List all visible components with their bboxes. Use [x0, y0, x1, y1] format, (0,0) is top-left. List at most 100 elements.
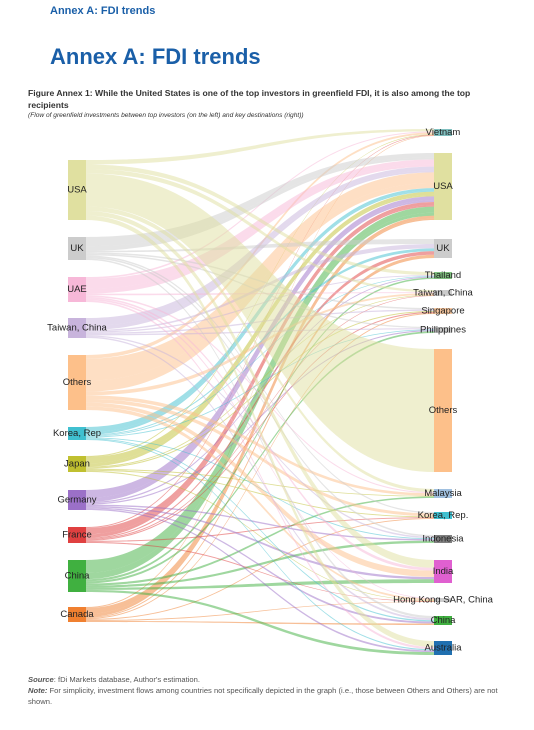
- source: Source: fDi Markets database, Author's e…: [28, 674, 508, 685]
- source-text: : fDi Markets database, Author's estimat…: [53, 675, 200, 684]
- target-label: Hong Kong SAR, China: [393, 595, 494, 606]
- flow: [86, 164, 434, 294]
- source-label: Japan: [64, 459, 90, 470]
- target-node: [434, 489, 452, 498]
- flow: [86, 469, 434, 518]
- target-label: UK: [436, 243, 450, 254]
- flow: [86, 258, 434, 619]
- target-label: China: [431, 615, 457, 626]
- flow: [86, 508, 434, 653]
- flow: [86, 541, 434, 602]
- flow: [86, 330, 434, 505]
- flow: [86, 215, 434, 615]
- source-node: [68, 237, 86, 260]
- source-node: [68, 355, 86, 410]
- target-node: [434, 272, 452, 279]
- source-label: UAE: [67, 284, 87, 295]
- target-label: India: [433, 566, 454, 577]
- source-node: [68, 456, 86, 472]
- source-label: Germany: [57, 495, 96, 506]
- flow: [86, 202, 434, 535]
- flow: [86, 294, 434, 468]
- flow: [86, 504, 434, 541]
- flow: [86, 311, 434, 541]
- flow: [86, 164, 434, 276]
- target-node: [434, 129, 452, 136]
- title: Annex A: FDI trends: [50, 44, 261, 69]
- target-label: Korea, Rep.: [418, 510, 469, 521]
- figure-subtitle: (Flow of greenfield investments between …: [28, 112, 304, 119]
- flow: [86, 205, 434, 538]
- flow: [86, 170, 434, 330]
- figure-caption: Figure Annex 1: While the United States …: [28, 88, 471, 110]
- flow: [86, 406, 434, 601]
- flow: [86, 540, 434, 588]
- target-label: Australia: [425, 643, 463, 654]
- target-node: [434, 327, 452, 333]
- flow: [86, 239, 434, 253]
- flow: [86, 329, 434, 438]
- flow: [86, 313, 434, 619]
- source-label: Source: [28, 675, 54, 684]
- target-label: Singapore: [421, 306, 464, 317]
- flow: [86, 196, 434, 498]
- flow: [86, 255, 434, 514]
- flow: [86, 335, 434, 539]
- flow: [86, 395, 434, 496]
- source-label: Taiwan, China: [47, 323, 107, 334]
- note-label: Note:: [28, 686, 48, 695]
- target-node: [434, 512, 452, 519]
- flow: [86, 153, 434, 247]
- target-node: [434, 598, 452, 602]
- flow: [86, 518, 434, 620]
- flow: [86, 248, 434, 436]
- flow: [86, 601, 434, 621]
- source-node: [68, 490, 86, 510]
- target-node: [434, 153, 452, 220]
- source-node: [68, 318, 86, 338]
- flow: [86, 300, 434, 650]
- flow: [86, 211, 434, 568]
- flow: [86, 206, 434, 493]
- source-node: [68, 607, 86, 622]
- flow: [86, 468, 434, 497]
- flow: [86, 297, 434, 571]
- note-text: For simplicity, investment flows among c…: [28, 686, 498, 706]
- target-node: [434, 535, 452, 543]
- source-node: [68, 527, 86, 543]
- target-label: Indonesia: [422, 534, 464, 545]
- flow: [86, 439, 434, 651]
- target-node: [434, 349, 452, 472]
- target-node: [434, 616, 452, 625]
- flow: [86, 159, 434, 289]
- target-label: Others: [429, 405, 458, 416]
- target-label: Malaysia: [424, 488, 462, 499]
- target-label: Thailand: [425, 270, 461, 281]
- flow: [86, 579, 434, 590]
- source-node: [68, 160, 86, 220]
- flow: [86, 496, 434, 586]
- target-label: Philippines: [420, 325, 466, 336]
- target-node: [434, 290, 452, 296]
- source-label: Canada: [60, 609, 94, 620]
- flow: [86, 173, 434, 472]
- source-label: Others: [63, 377, 92, 388]
- target-node: [434, 560, 452, 583]
- source-node: [68, 427, 86, 440]
- source-label: France: [62, 530, 92, 541]
- flow: [86, 157, 434, 251]
- flow: [86, 402, 434, 578]
- flow: [86, 470, 434, 602]
- flow: [86, 507, 434, 624]
- source-label: USA: [67, 185, 87, 196]
- note: Note: For simplicity, investment flows a…: [28, 685, 508, 707]
- flow: [86, 256, 434, 537]
- source-node: [68, 560, 86, 592]
- flow: [86, 399, 434, 517]
- source-label: Korea, Rep: [53, 428, 101, 439]
- source-label: China: [65, 571, 91, 582]
- target-node: [434, 239, 452, 258]
- target-node: [434, 641, 452, 655]
- flow: [86, 336, 434, 621]
- target-label: USA: [433, 181, 453, 192]
